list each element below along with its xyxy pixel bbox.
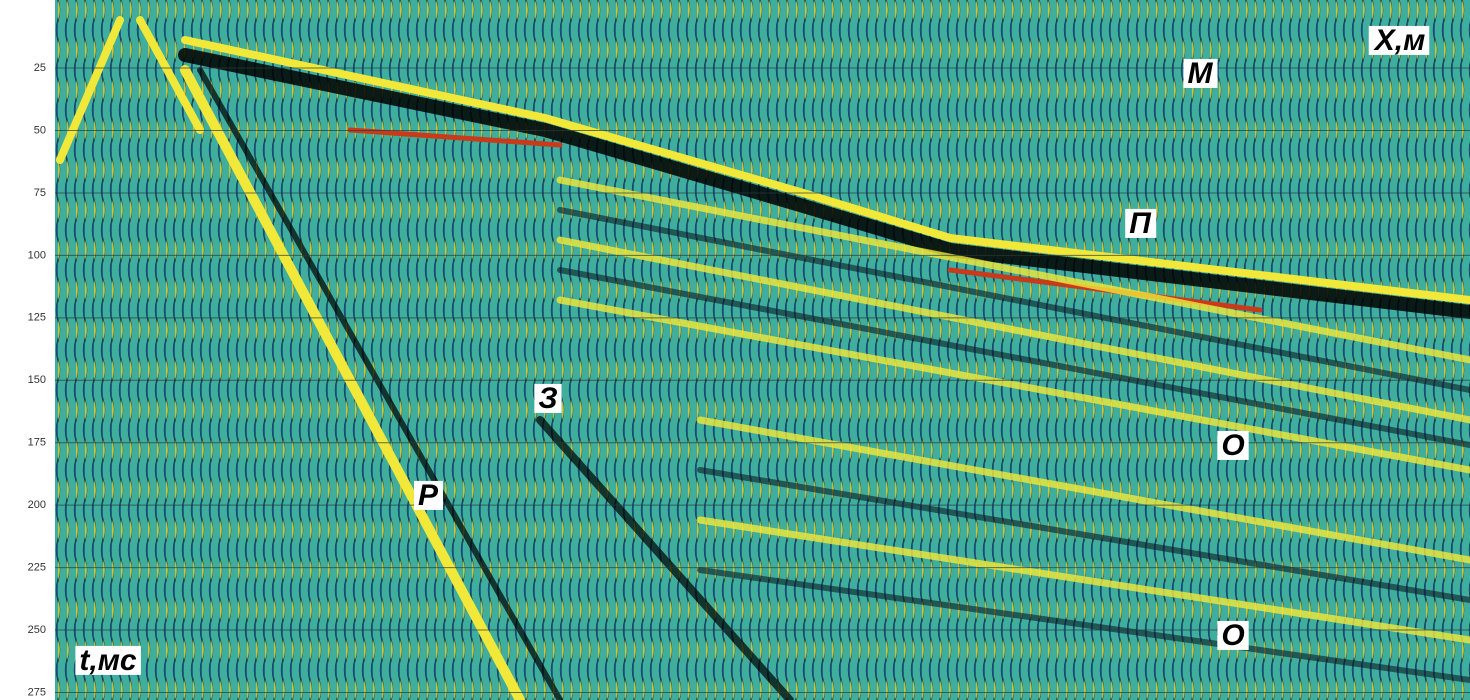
annotation-label: X,м [1373,24,1426,57]
annotation-label: З [538,382,557,415]
y-tick-label: 150 [28,374,46,386]
annotation: М [1184,57,1218,90]
annotation: О [1217,429,1248,462]
annotation-label: Р [418,479,439,512]
seismogram: 25 50 75 100 125 150 175 200 225 250 275 X,м М П З Р О Оt… [0,0,1470,700]
y-tick-label: 75 [34,187,46,199]
annotation-label: t,мс [79,644,137,677]
y-tick-label: 25 [34,62,46,74]
annotation-label: О [1221,619,1244,652]
y-tick-label: 225 [28,562,46,574]
annotation: П [1125,207,1156,240]
y-tick-label: 175 [28,437,46,449]
annotation-label: О [1221,429,1244,462]
annotation-label: П [1129,207,1152,240]
annotation-label: М [1188,57,1214,90]
y-tick-label: 250 [28,624,46,636]
y-tick-label: 125 [28,312,46,324]
annotation: t,мс [75,644,141,677]
y-tick-label: 100 [28,249,46,261]
annotation: X,м [1369,24,1430,57]
annotation: З [534,382,561,415]
y-tick-label: 275 [28,686,46,698]
y-tick-label: 50 [34,124,46,136]
annotation: Р [414,479,443,512]
annotation: О [1217,619,1248,652]
y-tick-label: 200 [28,499,46,511]
